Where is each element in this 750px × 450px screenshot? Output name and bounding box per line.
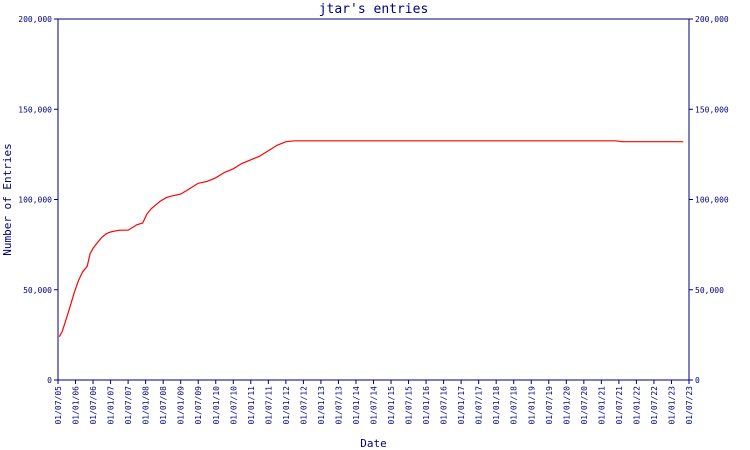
x-tick-label: 01/07/19 xyxy=(545,386,554,425)
x-tick-label: 01/01/17 xyxy=(457,386,466,425)
y-tick-label-right: 150,000 xyxy=(695,105,729,114)
x-tick-label: 01/01/22 xyxy=(632,386,641,425)
x-tick-label: 01/07/07 xyxy=(124,386,133,425)
y-tick-label-left: 0 xyxy=(47,376,52,385)
x-tick-label: 01/01/18 xyxy=(492,386,501,425)
x-tick-label: 01/01/19 xyxy=(527,386,536,425)
y-tick-label-right: 0 xyxy=(695,376,700,385)
x-tick-label: 01/07/11 xyxy=(264,386,273,425)
x-tick-label: 01/01/08 xyxy=(142,386,151,425)
y-tick-label-left: 100,000 xyxy=(18,196,52,205)
x-tick-label: 01/07/13 xyxy=(334,386,343,425)
x-axis-label: Date xyxy=(360,437,387,450)
x-tick-label: 01/01/15 xyxy=(387,386,396,425)
x-tick-label: 01/01/12 xyxy=(282,386,291,425)
x-tick-label: 01/01/21 xyxy=(597,386,606,425)
series-line xyxy=(58,140,684,337)
x-tick-label: 01/01/23 xyxy=(667,386,676,425)
x-tick-label: 01/01/16 xyxy=(422,386,431,425)
x-tick-label: 01/07/18 xyxy=(510,386,519,425)
x-tick-label: 01/01/07 xyxy=(107,386,116,425)
x-tick-label: 01/07/08 xyxy=(159,386,168,425)
x-tick-label: 01/07/14 xyxy=(370,386,379,425)
x-tick-label: 01/07/20 xyxy=(580,386,589,425)
x-tick-label: 01/07/10 xyxy=(229,386,238,425)
y-axis-right: 0 50,000 100,000 150,000 200,000 xyxy=(689,15,729,385)
x-tick-label: 01/07/12 xyxy=(299,386,308,425)
x-tick-label: 01/07/17 xyxy=(475,386,484,425)
y-tick-label-right: 50,000 xyxy=(695,286,724,295)
x-tick-label: 01/07/05 xyxy=(54,386,63,425)
x-tick-label: 01/01/14 xyxy=(352,386,361,425)
y-tick-label-left: 50,000 xyxy=(23,286,52,295)
x-tick-label: 01/01/11 xyxy=(247,386,256,425)
y-axis-left: 0 50,000 100,000 150,000 200,000 xyxy=(18,15,58,385)
x-tick-label: 01/01/13 xyxy=(317,386,326,425)
x-tick-label: 01/01/10 xyxy=(212,386,221,425)
x-tick-label: 01/07/09 xyxy=(194,386,203,425)
y-tick-label-right: 100,000 xyxy=(695,196,729,205)
y-axis-label: Number of Entries xyxy=(1,143,14,256)
y-tick-label-right: 200,000 xyxy=(695,15,729,24)
x-tick-label: 01/07/23 xyxy=(685,386,694,425)
x-tick-label: 01/07/22 xyxy=(650,386,659,425)
x-tick-label: 01/07/16 xyxy=(440,386,449,425)
x-tick-label: 01/01/20 xyxy=(562,386,571,425)
x-tick-label: 01/01/06 xyxy=(72,386,81,425)
x-axis: 01/07/05 01/01/06 01/07/06 01/01/07 01/07/07… xyxy=(54,380,694,425)
y-tick-label-left: 150,000 xyxy=(18,105,52,114)
chart-title: jtar's entries xyxy=(319,2,429,17)
plot-frame xyxy=(57,18,690,381)
x-tick-label: 01/07/15 xyxy=(405,386,414,425)
x-tick-label: 01/07/21 xyxy=(615,386,624,425)
x-tick-label: 01/01/09 xyxy=(177,386,186,425)
y-tick-label-left: 200,000 xyxy=(18,15,52,24)
x-tick-label: 01/07/06 xyxy=(89,386,98,425)
